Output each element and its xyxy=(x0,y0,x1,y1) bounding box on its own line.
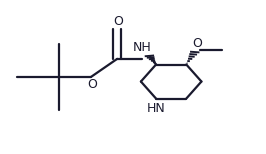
Text: HN: HN xyxy=(147,102,165,115)
Text: O: O xyxy=(114,15,123,28)
Text: NH: NH xyxy=(133,41,152,54)
Text: O: O xyxy=(87,78,97,91)
Text: O: O xyxy=(193,36,202,50)
